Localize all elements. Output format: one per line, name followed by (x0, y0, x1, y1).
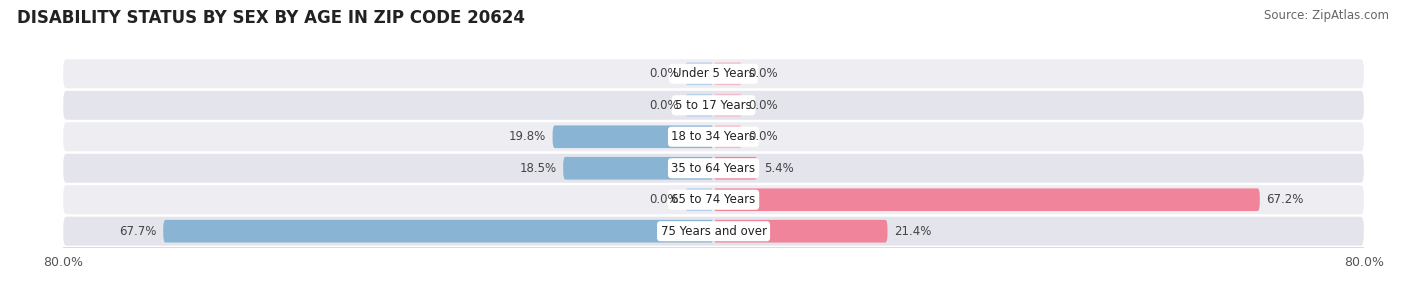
Text: 0.0%: 0.0% (650, 99, 679, 112)
FancyBboxPatch shape (63, 91, 1364, 120)
FancyBboxPatch shape (63, 59, 1364, 88)
FancyBboxPatch shape (713, 157, 758, 180)
Text: 0.0%: 0.0% (650, 193, 679, 206)
FancyBboxPatch shape (564, 157, 713, 180)
FancyBboxPatch shape (713, 63, 742, 85)
Text: Under 5 Years: Under 5 Years (672, 67, 755, 80)
Text: 35 to 64 Years: 35 to 64 Years (672, 162, 755, 175)
Text: 0.0%: 0.0% (748, 130, 778, 143)
Text: 18 to 34 Years: 18 to 34 Years (672, 130, 755, 143)
FancyBboxPatch shape (685, 94, 713, 117)
Text: 67.7%: 67.7% (120, 225, 156, 238)
Text: 19.8%: 19.8% (509, 130, 546, 143)
FancyBboxPatch shape (63, 217, 1364, 246)
Text: 75 Years and over: 75 Years and over (661, 225, 766, 238)
Text: 67.2%: 67.2% (1267, 193, 1303, 206)
Text: 0.0%: 0.0% (748, 99, 778, 112)
Text: 0.0%: 0.0% (650, 67, 679, 80)
FancyBboxPatch shape (713, 188, 1260, 211)
FancyBboxPatch shape (553, 125, 713, 148)
FancyBboxPatch shape (713, 125, 742, 148)
FancyBboxPatch shape (685, 63, 713, 85)
FancyBboxPatch shape (163, 220, 713, 242)
Text: 5 to 17 Years: 5 to 17 Years (675, 99, 752, 112)
FancyBboxPatch shape (63, 154, 1364, 183)
Text: 65 to 74 Years: 65 to 74 Years (672, 193, 755, 206)
FancyBboxPatch shape (685, 188, 713, 211)
Text: DISABILITY STATUS BY SEX BY AGE IN ZIP CODE 20624: DISABILITY STATUS BY SEX BY AGE IN ZIP C… (17, 9, 524, 27)
Text: 0.0%: 0.0% (748, 67, 778, 80)
FancyBboxPatch shape (713, 220, 887, 242)
Text: 18.5%: 18.5% (520, 162, 557, 175)
Text: 21.4%: 21.4% (894, 225, 931, 238)
Text: 5.4%: 5.4% (763, 162, 794, 175)
FancyBboxPatch shape (63, 122, 1364, 151)
FancyBboxPatch shape (713, 94, 742, 117)
FancyBboxPatch shape (63, 185, 1364, 214)
Text: Source: ZipAtlas.com: Source: ZipAtlas.com (1264, 9, 1389, 22)
